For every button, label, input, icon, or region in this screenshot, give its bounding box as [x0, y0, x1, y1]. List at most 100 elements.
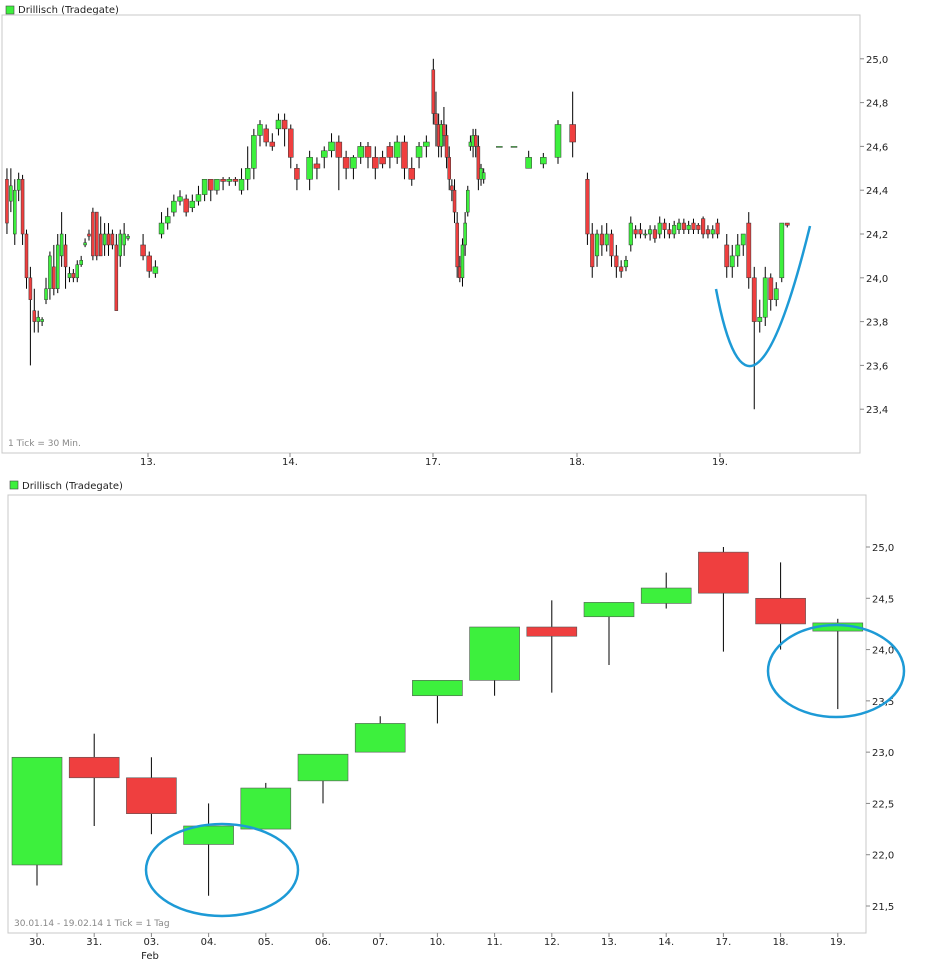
- intraday-candle: [40, 319, 44, 322]
- intraday-y-tick-label: 24,4: [866, 186, 888, 197]
- daily-y-tick-label: 22,5: [872, 799, 894, 810]
- intraday-candle: [652, 229, 657, 239]
- intraday-candle: [208, 179, 214, 191]
- intraday-candle: [442, 124, 446, 136]
- intraday-candle: [691, 222, 696, 230]
- daily-y-tick-label: 25,0: [872, 543, 894, 554]
- intraday-x-tick-label: 19.: [712, 457, 728, 468]
- intraday-candle: [257, 124, 263, 136]
- intraday-candle: [126, 235, 130, 239]
- intraday-candle: [662, 222, 667, 230]
- intraday-candle: [455, 222, 459, 268]
- intraday-candle: [102, 233, 107, 246]
- daily-candle: [183, 825, 234, 845]
- low-circle-annotation-left: [144, 822, 300, 918]
- intraday-candle: [444, 135, 449, 158]
- legend-swatch-daily: [9, 480, 19, 490]
- intraday-candle: [401, 141, 408, 169]
- daily-x-tick-label: 13.: [601, 937, 617, 948]
- intraday-candle: [328, 141, 335, 152]
- intraday-candle: [214, 179, 220, 191]
- daily-x-tick-label: 04.: [201, 937, 217, 948]
- intraday-candle: [729, 255, 735, 268]
- daily-y-tick-label: 23,0: [872, 748, 894, 759]
- intraday-y-tick-label: 25,0: [866, 55, 888, 66]
- daily-candle: [583, 602, 635, 618]
- intraday-candle: [244, 168, 251, 180]
- intraday-candle: [681, 222, 686, 230]
- intraday-y-tick-label: 24,6: [866, 142, 888, 153]
- intraday-candle: [44, 288, 48, 300]
- intraday-candle: [183, 198, 189, 213]
- intraday-y-tick-label: 24,0: [866, 274, 888, 285]
- intraday-candle: [195, 194, 202, 202]
- intraday-candle: [36, 316, 40, 322]
- daily-candle: [412, 680, 463, 697]
- intraday-candle: [372, 157, 379, 169]
- intraday-candle: [476, 146, 481, 180]
- intraday-candle: [63, 244, 68, 268]
- legend-swatch-intraday: [5, 5, 15, 15]
- daily-x-tick-label: 31.: [86, 937, 102, 948]
- intraday-candle: [672, 224, 677, 235]
- daily-candle: [354, 723, 406, 753]
- intraday-candle: [705, 229, 711, 235]
- intraday-candle: [768, 277, 774, 300]
- intraday-candle: [496, 146, 503, 148]
- daily-chart: Drillisch (Tradegate) 21,5 22,0 22,5 23,0 23…: [7, 480, 906, 962]
- intraday-candle: [431, 69, 436, 114]
- intraday-candle: [59, 233, 64, 257]
- intraday-y-tick-label: 24,2: [866, 230, 888, 241]
- intraday-candle: [238, 179, 245, 191]
- intraday-candle: [452, 189, 457, 213]
- daily-x-tick-label: 18.: [773, 937, 789, 948]
- intraday-candle: [5, 179, 9, 224]
- intraday-x-tick-label: 14.: [282, 457, 298, 468]
- low-circle-annotation-right: [766, 623, 906, 719]
- intraday-candle: [251, 135, 257, 169]
- intraday-candle: [114, 244, 119, 311]
- intraday-candle: [619, 266, 624, 272]
- intraday-candle: [87, 233, 91, 237]
- intraday-candle: [67, 273, 72, 279]
- intraday-candle: [110, 233, 115, 246]
- intraday-candle: [510, 146, 518, 148]
- daily-candle: [126, 777, 177, 814]
- intraday-candle: [623, 260, 629, 268]
- intraday-candle: [751, 277, 757, 322]
- intraday-candle: [710, 229, 715, 235]
- daily-candle: [11, 756, 63, 866]
- intraday-candle: [91, 211, 95, 257]
- intraday-candle: [715, 222, 720, 235]
- intraday-candle: [28, 277, 33, 300]
- daily-y-tick-label: 22,0: [872, 851, 894, 862]
- daily-x-tick-label: 05.: [258, 937, 274, 948]
- intraday-candle: [434, 113, 438, 125]
- intraday-candle: [201, 179, 208, 195]
- intraday-candle: [48, 255, 52, 289]
- intraday-candle: [447, 157, 451, 180]
- daily-footnote: 30.01.14 - 19.02.14 1 Tick = 1 Tag: [14, 919, 170, 929]
- intraday-candle: [667, 229, 672, 235]
- daily-candle: [755, 597, 806, 625]
- intraday-candle: [466, 189, 470, 213]
- intraday-candle: [106, 233, 111, 246]
- intraday-candle: [146, 255, 152, 272]
- intraday-candle: [189, 200, 196, 208]
- intraday-candle: [140, 244, 146, 257]
- intraday-candle: [269, 141, 276, 147]
- intraday-candle: [306, 157, 313, 180]
- daily-candle: [526, 626, 578, 637]
- daily-x-tick-label: 11.: [487, 937, 503, 948]
- intraday-candle: [79, 260, 83, 265]
- intraday-candle: [20, 179, 25, 235]
- daily-y-tick-label: 24,0: [872, 646, 894, 657]
- intraday-candle: [779, 222, 785, 279]
- intraday-candle: [313, 163, 321, 169]
- daily-x-tick-label: 19.: [830, 937, 846, 948]
- intraday-candle: [118, 233, 122, 257]
- intraday-candle: [16, 179, 21, 191]
- intraday-x-tick-label: 17.: [425, 457, 441, 468]
- intraday-y-tick-label: 24,8: [866, 99, 888, 110]
- intraday-candle: [540, 157, 547, 165]
